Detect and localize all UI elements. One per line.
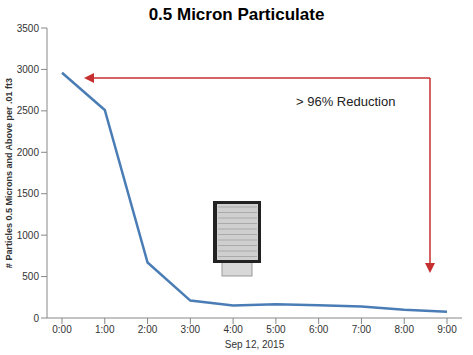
svg-text:3500: 3500 <box>17 23 40 34</box>
svg-text:3000: 3000 <box>17 64 40 75</box>
svg-text:0:00: 0:00 <box>52 324 72 335</box>
svg-text:0: 0 <box>33 313 39 324</box>
svg-text:5:00: 5:00 <box>266 324 286 335</box>
svg-text:8:00: 8:00 <box>394 324 414 335</box>
svg-text:# Particles 0.5 Microns and Ab: # Particles 0.5 Microns and Above per .0… <box>4 78 14 268</box>
svg-text:6:00: 6:00 <box>309 324 329 335</box>
svg-text:1:00: 1:00 <box>95 324 115 335</box>
svg-text:500: 500 <box>22 271 39 282</box>
svg-text:2500: 2500 <box>17 105 40 116</box>
svg-text:> 96% Reduction: > 96% Reduction <box>296 94 395 109</box>
svg-text:7:00: 7:00 <box>352 324 372 335</box>
html-text:0.5 Micron Particulate: 0.5 Micron Particulate <box>148 5 325 24</box>
svg-text:9:00: 9:00 <box>437 324 457 335</box>
svg-text:2:00: 2:00 <box>138 324 158 335</box>
svg-text:1000: 1000 <box>17 230 40 241</box>
svg-text:1500: 1500 <box>17 188 40 199</box>
svg-text:2000: 2000 <box>17 147 40 158</box>
svg-text:Sep 12, 2015: Sep 12, 2015 <box>225 339 285 350</box>
svg-text:4:00: 4:00 <box>223 324 243 335</box>
svg-text:3:00: 3:00 <box>181 324 201 335</box>
